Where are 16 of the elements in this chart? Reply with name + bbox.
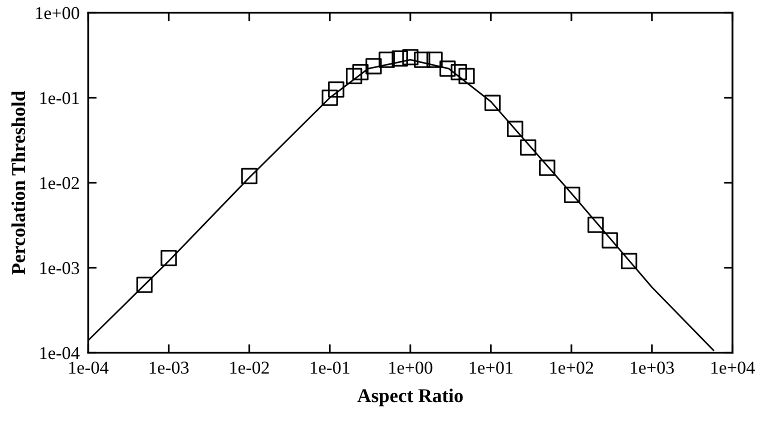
y-tick-label: 1e+00	[36, 7, 80, 20]
x-tick-label: 1e-04	[69, 362, 108, 374]
x-axis-title: Aspect Ratio	[357, 388, 463, 406]
y-tick-label: 1e-04	[40, 347, 80, 360]
x-tick-label: 1e+03	[630, 362, 674, 374]
x-tick-label: 1e-01	[310, 362, 350, 374]
x-tick-label: 1e+00	[389, 362, 432, 374]
x-tick-label: 1e-02	[230, 362, 269, 374]
x-tick-label: 1e+01	[470, 362, 512, 374]
y-tick-label: 1e-03	[40, 262, 80, 274]
y-tick-label: 1e-02	[40, 177, 79, 190]
y-axis-title: Percolation Threshold	[11, 90, 26, 275]
y-tick-label: 1e-01	[40, 92, 79, 104]
x-tick-label: 1e+02	[550, 362, 594, 374]
x-tick-label: 1e-03	[150, 362, 189, 374]
x-tick-label: 1e+04	[711, 362, 755, 374]
